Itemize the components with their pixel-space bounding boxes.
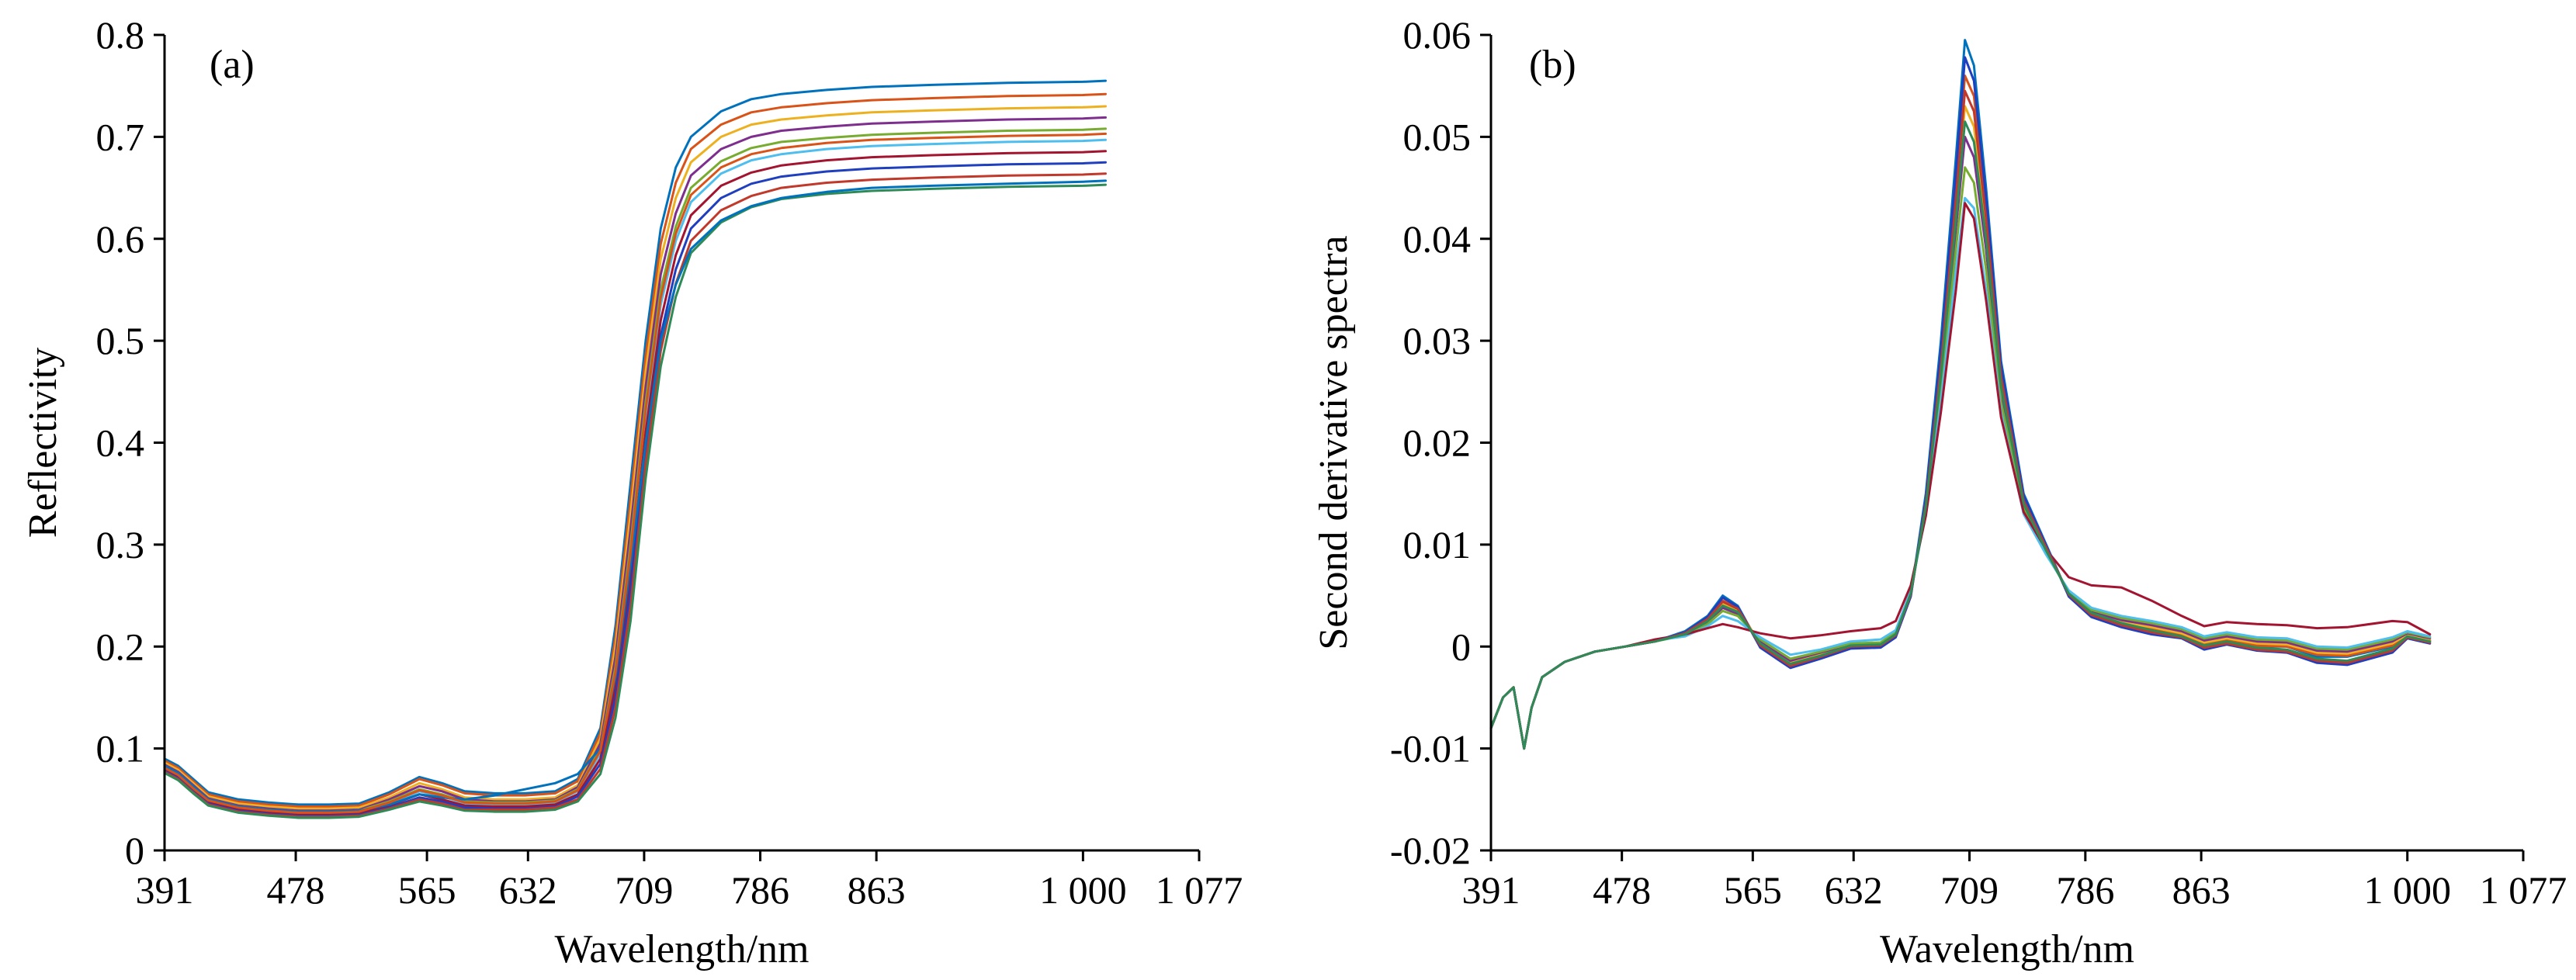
x-tick-label: 786 bbox=[731, 868, 789, 912]
y-tick-label: 0.05 bbox=[1403, 115, 1472, 158]
x-tick-label: 391 bbox=[1462, 868, 1520, 912]
x-tick-label: 565 bbox=[398, 868, 456, 912]
series-line-10 bbox=[163, 183, 1107, 819]
x-tick-label: 478 bbox=[267, 868, 325, 912]
panel-a: 391 478 565 632 709 786 863 1 000 1 077 0 0.1 0.2 0.… bbox=[21, 13, 1243, 971]
x-tick-label: 632 bbox=[1825, 868, 1883, 912]
y-tick-label: 0 bbox=[1451, 625, 1471, 668]
panel-label: (b) bbox=[1529, 43, 1576, 87]
y-tick-label: 0.2 bbox=[96, 625, 145, 668]
x-axis-title: Wavelength/nm bbox=[555, 927, 810, 971]
y-tick-label: -0.02 bbox=[1390, 829, 1471, 872]
x-tick-label: 863 bbox=[848, 868, 906, 912]
x-tick-label: 478 bbox=[1593, 868, 1651, 912]
y-tick-label: 0.04 bbox=[1403, 217, 1472, 261]
x-tick-label: 709 bbox=[1940, 868, 1999, 912]
x-tick-label: 565 bbox=[1724, 868, 1782, 912]
series-line-6 bbox=[1489, 196, 2432, 750]
y-tick-label: 0.8 bbox=[96, 13, 145, 57]
x-tick-label: 863 bbox=[2172, 868, 2231, 912]
series-line-1 bbox=[163, 79, 1107, 806]
y-tick-label: 0.06 bbox=[1403, 13, 1472, 57]
y-tick-label: 0.4 bbox=[96, 421, 145, 465]
y-tick-label: 0 bbox=[125, 829, 144, 872]
panel-b: 391 478 565 632 709 786 863 1 000 1 077 -0.02 -0.0… bbox=[1312, 13, 2567, 971]
y-tick-label: 0.01 bbox=[1403, 523, 1472, 566]
x-axis-title: Wavelength/nm bbox=[1880, 927, 2134, 971]
x-tick-label: 786 bbox=[2056, 868, 2114, 912]
y-tick-label: 0.6 bbox=[96, 217, 145, 261]
y-axis-title: Reflectivity bbox=[21, 348, 65, 538]
y-axis-title: Second derivative spectra bbox=[1312, 235, 1356, 649]
x-tick-label: 1 000 bbox=[2363, 868, 2451, 912]
y-tick-label: -0.01 bbox=[1390, 727, 1471, 770]
y-tick-label: 0.3 bbox=[96, 523, 145, 566]
series-line-7 bbox=[1489, 202, 2432, 750]
series-line-10 bbox=[1489, 120, 2432, 750]
x-tick-label: 709 bbox=[615, 868, 673, 912]
panel-label: (a) bbox=[210, 43, 255, 87]
y-tick-label: 0.7 bbox=[96, 115, 145, 158]
x-tick-label: 632 bbox=[499, 868, 557, 912]
x-tick-label: 391 bbox=[136, 868, 194, 912]
y-tick-label: 0.5 bbox=[96, 319, 145, 362]
y-tick-label: 0.1 bbox=[96, 727, 145, 770]
x-tick-label: 1 077 bbox=[1156, 868, 1243, 912]
y-tick-label: 0.03 bbox=[1403, 319, 1472, 362]
x-tick-label: 1 000 bbox=[1039, 868, 1127, 912]
x-tick-label: 1 077 bbox=[2480, 868, 2567, 912]
series-line-2 bbox=[163, 92, 1107, 808]
series-line-12 bbox=[163, 132, 1107, 814]
y-tick-label: 0.02 bbox=[1403, 421, 1472, 465]
